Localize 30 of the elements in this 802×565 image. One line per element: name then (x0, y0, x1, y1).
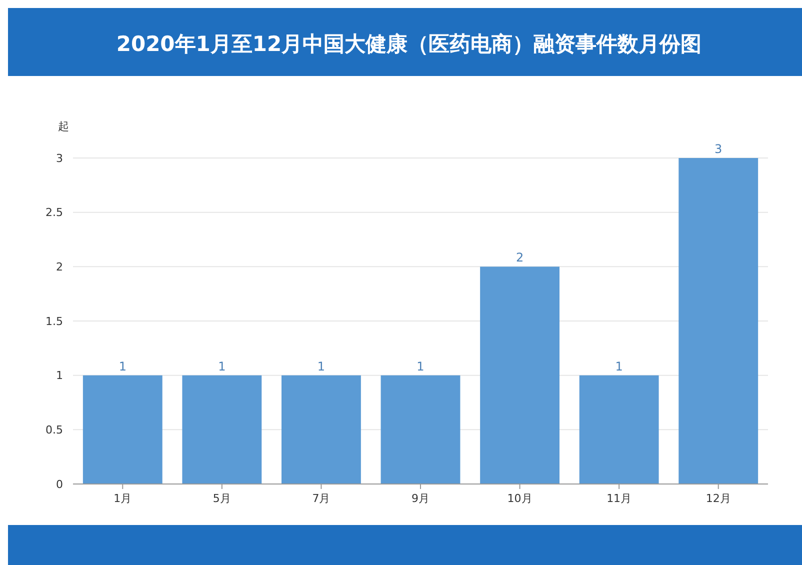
y-tick-label: 1 (56, 369, 63, 382)
data-label: 1 (218, 359, 226, 374)
data-label: 1 (615, 359, 623, 374)
chart-title: 2020年1月至12月中国大健康（医药电商）融资事件数月份图 (116, 32, 702, 56)
x-tick-label: 12月 (706, 492, 731, 505)
y-tick-label: 2 (56, 260, 63, 274)
x-tick-label: 11月 (606, 492, 632, 505)
y-tick-label: 0 (56, 478, 63, 491)
y-tick-label: 0.5 (46, 424, 63, 437)
bar (579, 375, 659, 484)
bar (282, 375, 361, 484)
y-tick-label: 2.5 (46, 206, 63, 220)
x-tick-label: 7月 (312, 492, 330, 505)
y-tick-label: 3 (56, 152, 63, 165)
data-label: 1 (416, 359, 424, 374)
bar (182, 375, 262, 484)
bar (678, 158, 758, 484)
data-label: 3 (714, 142, 722, 156)
x-tick-label: 5月 (212, 492, 231, 505)
y-axis-title: 起 (58, 120, 69, 133)
bar (82, 375, 162, 484)
y-tick-label: 1.5 (46, 314, 63, 328)
bar (480, 266, 560, 484)
x-tick-label: 1月 (114, 492, 132, 505)
data-label: 1 (317, 359, 326, 374)
bar (380, 375, 460, 484)
x-tick-label: 10月 (507, 492, 532, 505)
data-label: 2 (516, 250, 524, 265)
data-label: 1 (118, 359, 126, 374)
x-tick-label: 9月 (412, 492, 430, 505)
